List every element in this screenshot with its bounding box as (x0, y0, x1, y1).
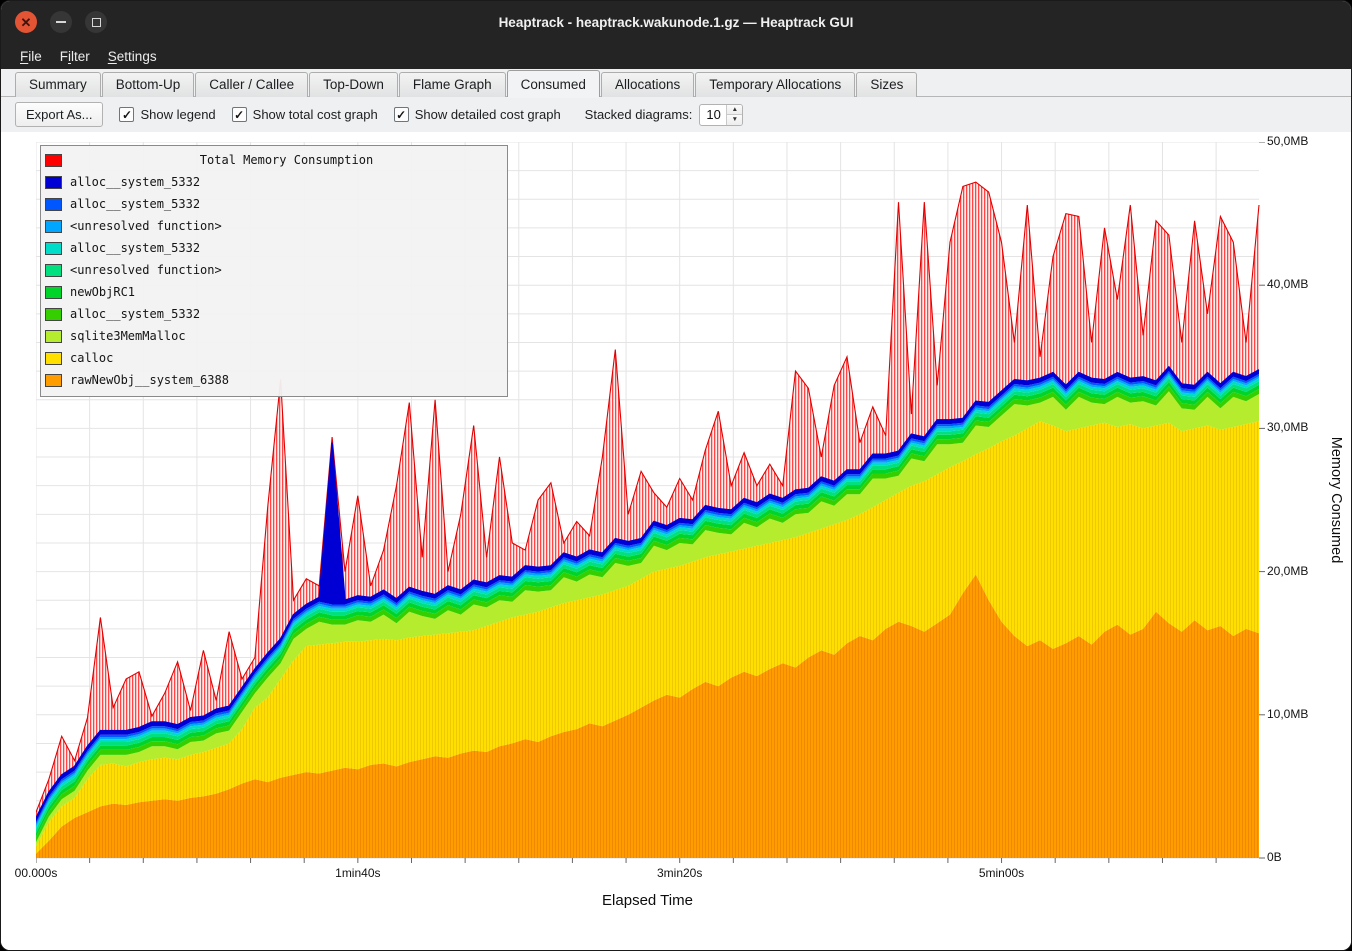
legend-swatch (45, 351, 62, 365)
legend-label: sqlite3MemMalloc (70, 329, 186, 343)
x-tick-label: 1min40s (335, 866, 381, 880)
legend-item: <unresolved function> (45, 259, 503, 281)
legend-swatch (45, 373, 62, 387)
stacked-diagrams-label: Stacked diagrams: (584, 107, 693, 122)
legend-swatch (45, 153, 62, 167)
close-button[interactable]: ✕ (15, 11, 37, 33)
legend-swatch (45, 329, 62, 343)
legend-label: alloc__system_5332 (70, 175, 201, 189)
menubar: File Filter Settings (1, 43, 1351, 69)
titlebar: ✕ Heaptrack - heaptrack.wakunode.1.gz — … (1, 1, 1351, 43)
legend-item: alloc__system_5332 (45, 303, 503, 325)
y-tick-label: 0B (1267, 850, 1282, 864)
y-axis-title: Memory Consumed (1328, 436, 1344, 564)
legend-item: alloc__system_5332 (45, 237, 503, 259)
minimize-button[interactable] (50, 11, 72, 33)
checkbox-show-total-cost-graph[interactable]: ✓ Show total cost graph (231, 107, 378, 122)
legend-label: alloc__system_5332 (70, 197, 201, 211)
legend-swatch (45, 219, 62, 233)
y-tick-label: 20,0MB (1267, 563, 1309, 578)
legend-label: alloc__system_5332 (70, 307, 201, 321)
x-tick-label: 3min20s (656, 866, 703, 880)
tab-consumed[interactable]: Consumed (506, 70, 600, 97)
tab-bottom-up[interactable]: Bottom-Up (101, 72, 195, 97)
chevron-down-icon: ▼ (731, 116, 739, 124)
legend-label: rawNewObj__system_6388 (70, 373, 229, 387)
y-tick-label: 30,0MB (1267, 420, 1309, 435)
checkbox-check-icon: ✓ (231, 107, 247, 122)
spin-up-button[interactable]: ▲ (727, 104, 743, 115)
legend-title-row: Total Memory Consumption (45, 149, 503, 171)
legend-item: rawNewObj__system_6388 (45, 369, 503, 391)
legend-label: Total Memory Consumption (199, 153, 374, 167)
legend-label: <unresolved function> (70, 263, 222, 277)
checkbox-label: Show total cost graph (252, 107, 378, 122)
export-as-button[interactable]: Export As... (15, 102, 104, 127)
chart-legend: Total Memory Consumption alloc__system_53… (40, 145, 508, 397)
menu-item-file[interactable]: File (20, 48, 42, 64)
legend-swatch (45, 241, 62, 255)
legend-label: <unresolved function> (70, 219, 222, 233)
x-tick-label: 5min00s (978, 866, 1025, 880)
legend-item: <unresolved function> (45, 215, 503, 237)
legend-item: calloc (45, 347, 503, 369)
stacked-diagrams-spinbox[interactable]: 10 ▲ ▼ (699, 103, 744, 126)
legend-label: newObjRC1 (70, 285, 136, 299)
x-axis-title: Elapsed Time (602, 892, 693, 909)
tab-temporary-allocations[interactable]: Temporary Allocations (695, 72, 856, 97)
minimize-icon (56, 21, 66, 23)
checkbox-check-icon: ✓ (393, 107, 409, 122)
legend-item: sqlite3MemMalloc (45, 325, 503, 347)
close-icon: ✕ (20, 14, 32, 30)
tab-flame-graph[interactable]: Flame Graph (398, 72, 506, 97)
spin-down-button[interactable]: ▼ (727, 115, 743, 125)
checkbox-show-detailed-cost-graph[interactable]: ✓ Show detailed cost graph (393, 107, 561, 122)
legend-swatch (45, 285, 62, 299)
checkbox-label: Show legend (140, 107, 216, 122)
y-tick-label: 10,0MB (1267, 706, 1309, 721)
legend-label: calloc (70, 351, 114, 365)
legend-swatch (45, 197, 62, 211)
maximize-button[interactable] (85, 11, 107, 33)
menu-item-filter[interactable]: Filter (59, 48, 90, 64)
spinbox-value[interactable]: 10 (706, 107, 721, 122)
maximize-icon (91, 17, 101, 27)
memory-consumption-chart[interactable]: 0B 10,0MB 20,0MB 30,0MB 40,0MB 50,0MB 00.000s… (1, 132, 1351, 950)
legend-item: alloc__system_5332 (45, 171, 503, 193)
checkbox-show-legend[interactable]: ✓ Show legend (119, 107, 216, 122)
y-tick-label: 50,0MB (1267, 134, 1309, 148)
window-title: Heaptrack - heaptrack.wakunode.1.gz — He… (498, 14, 854, 30)
legend-swatch (45, 175, 62, 189)
menu-item-settings[interactable]: Settings (107, 48, 157, 64)
x-tick-label: 00.000s (14, 866, 58, 880)
y-tick-label: 40,0MB (1267, 277, 1309, 292)
legend-item: newObjRC1 (45, 281, 503, 303)
tab-allocations[interactable]: Allocations (600, 72, 695, 97)
toolbar: Export As... ✓ Show legend ✓ Show total … (1, 97, 1351, 132)
legend-label: alloc__system_5332 (70, 241, 201, 255)
checkbox-check-icon: ✓ (119, 107, 135, 122)
legend-swatch (45, 307, 62, 321)
memory-chart-svg[interactable] (36, 142, 1268, 864)
chevron-up-icon: ▲ (731, 105, 739, 113)
tab-summary[interactable]: Summary (15, 72, 101, 97)
tab-top-down[interactable]: Top-Down (309, 72, 398, 97)
legend-item: alloc__system_5332 (45, 193, 503, 215)
tab-bar: Summary Bottom-Up Caller / Callee Top-Do… (1, 69, 1351, 97)
legend-swatch (45, 263, 62, 277)
tab-caller-callee[interactable]: Caller / Callee (195, 72, 309, 97)
tab-sizes[interactable]: Sizes (856, 72, 918, 97)
checkbox-label: Show detailed cost graph (414, 107, 561, 122)
window-controls: ✕ (15, 11, 107, 33)
